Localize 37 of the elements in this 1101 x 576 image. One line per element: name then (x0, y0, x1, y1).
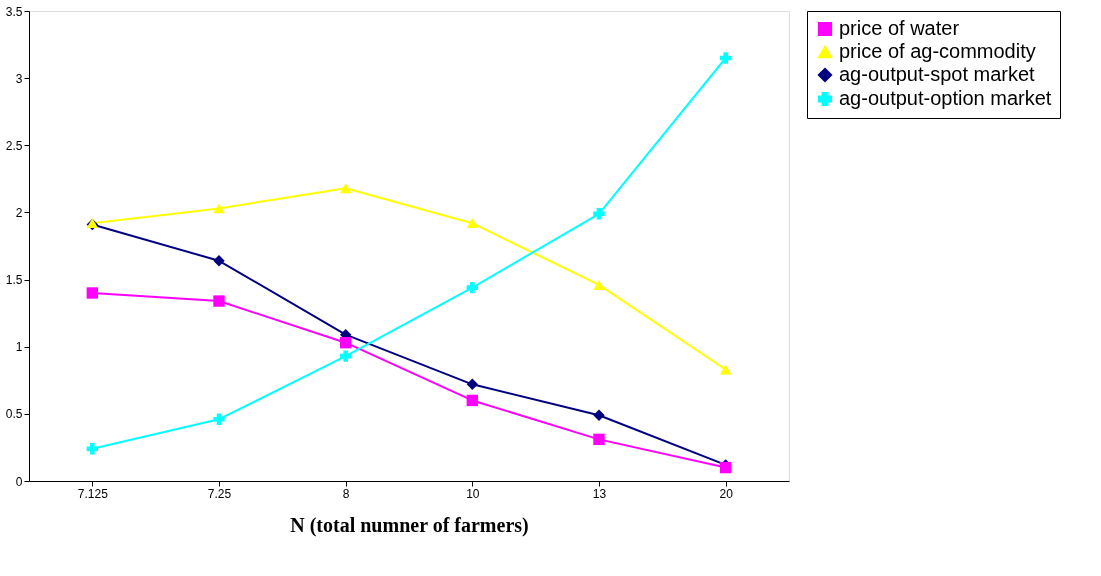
legend-label: price of water (839, 17, 960, 39)
point (86, 287, 99, 299)
point (466, 378, 479, 391)
point (593, 409, 605, 421)
y-tick-label: 2.5 (5, 138, 23, 153)
point (593, 433, 605, 446)
x-tick-label: 10 (466, 486, 480, 501)
point (339, 350, 352, 362)
point (593, 280, 605, 290)
y-tick-label: 1 (15, 340, 23, 355)
y-tick-label: 0.5 (5, 407, 23, 422)
legend-label: ag-output-option market (839, 87, 1052, 109)
y-tick-label: 3 (15, 71, 23, 86)
point (466, 394, 479, 407)
point (466, 218, 479, 229)
y-tick-label: 3.5 (5, 4, 23, 19)
point (213, 255, 225, 267)
point (213, 413, 225, 425)
y-tick-label: 1.5 (5, 273, 23, 288)
point (213, 295, 225, 307)
x-tick-label: 7.25 (207, 486, 232, 501)
x-tick-label: 7.125 (77, 486, 109, 501)
point (593, 208, 605, 220)
point (339, 183, 352, 194)
point (466, 281, 479, 294)
legend-label: price of ag-commodity (839, 40, 1036, 62)
y-tick-label: 0 (15, 474, 23, 489)
point (719, 52, 732, 64)
x-axis-title: N (total numner of farmers) (290, 513, 529, 537)
x-tick-label: 8 (342, 486, 350, 501)
point (213, 203, 225, 214)
y-tick-label: 2 (15, 205, 23, 220)
x-tick-label: 20 (719, 486, 734, 501)
point (86, 443, 99, 455)
point (339, 336, 352, 349)
x-tick-label: 13 (592, 486, 607, 501)
legend-label: ag-output-spot market (839, 63, 1036, 85)
